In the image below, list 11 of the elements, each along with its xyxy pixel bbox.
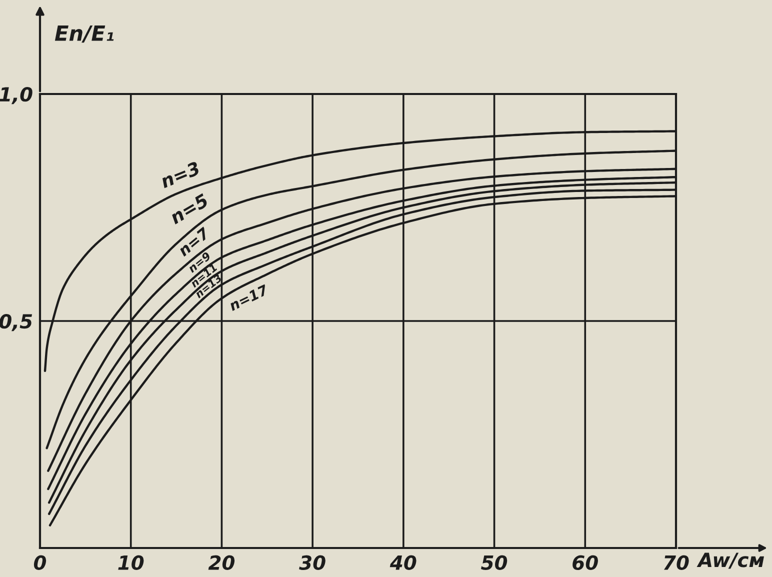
x-tick-label: 50 — [481, 555, 508, 570]
x-tick-label: 40 — [390, 555, 416, 570]
x-tick-label: 20 — [208, 555, 235, 570]
x-tick-label: 70 — [664, 555, 689, 570]
x-tick-label: 10 — [118, 555, 144, 570]
x-tick-label: 30 — [299, 555, 326, 570]
y-axis-title: En/E₁ — [54, 26, 114, 43]
x-axis-title: Aw/см — [696, 552, 764, 569]
x-tick-label: 0 — [34, 555, 46, 570]
x-tick-label: 60 — [572, 555, 598, 570]
text: n=3 — [159, 161, 201, 188]
